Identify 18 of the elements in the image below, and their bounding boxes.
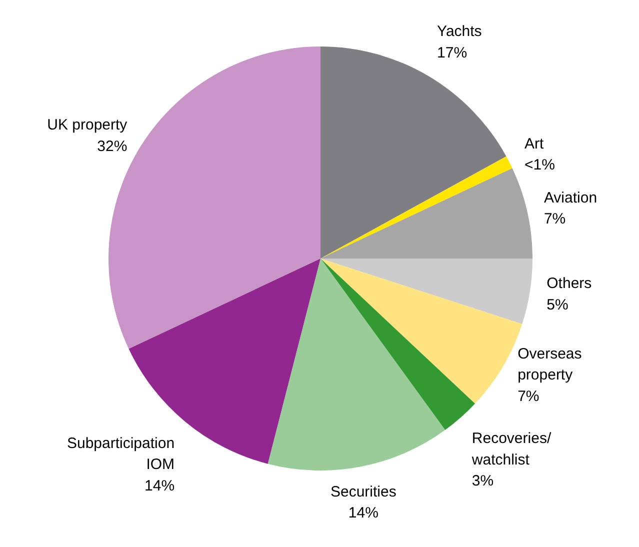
data-label: 14%	[144, 477, 175, 494]
data-label: 7%	[518, 388, 540, 405]
data-label: 17%	[437, 44, 468, 62]
slice-label: Art	[524, 135, 545, 152]
slice-label: Securities	[330, 483, 396, 500]
data-label: 7%	[544, 210, 566, 228]
slice-label: Yachts	[437, 23, 482, 40]
data-label: 32%	[97, 138, 128, 155]
data-label: 14%	[348, 504, 378, 522]
slice-label: UK property	[47, 116, 128, 134]
slice-label: Subparticipation IOM	[66, 434, 175, 474]
slice-label: Recoveries/ watchlist	[470, 430, 552, 468]
data-label: 5%	[546, 296, 568, 314]
slice-label: Overseas property	[518, 345, 582, 384]
slice-label: Others	[546, 275, 592, 292]
data-label: <1%	[524, 156, 555, 174]
slice-label: Aviation	[544, 189, 598, 206]
data-label: 3%	[472, 472, 494, 490]
